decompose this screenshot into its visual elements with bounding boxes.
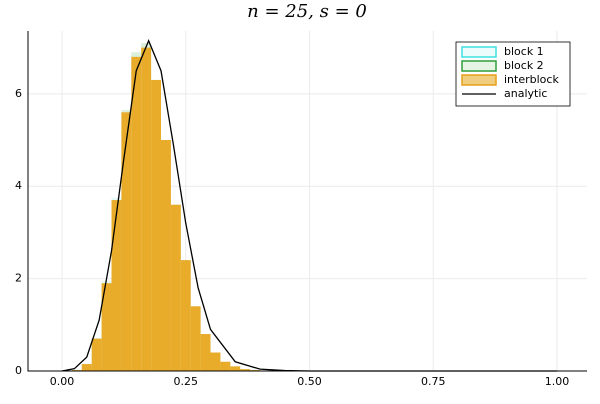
histogram-bar bbox=[151, 80, 161, 371]
legend-swatch bbox=[462, 61, 496, 71]
histogram-bar bbox=[230, 366, 240, 371]
legend-swatch bbox=[462, 47, 496, 57]
y-tick-label: 2 bbox=[15, 272, 22, 285]
legend-label: block 2 bbox=[504, 59, 544, 72]
histogram-bar bbox=[171, 205, 181, 371]
histogram-bar bbox=[161, 140, 171, 371]
histogram-bar bbox=[201, 334, 211, 371]
histogram-bar bbox=[141, 48, 151, 371]
x-tick-label: 1.00 bbox=[545, 375, 570, 388]
histogram-bar bbox=[220, 362, 230, 371]
x-tick-label: 0.00 bbox=[50, 375, 75, 388]
histogram-bar bbox=[112, 200, 122, 371]
histogram-bar bbox=[191, 306, 201, 371]
x-tick-label: 0.75 bbox=[421, 375, 446, 388]
y-tick-label: 0 bbox=[15, 364, 22, 377]
y-tick-label: 6 bbox=[15, 87, 22, 100]
histogram-bar bbox=[82, 364, 92, 371]
histogram-bar bbox=[131, 57, 141, 371]
x-tick-label: 0.25 bbox=[174, 375, 199, 388]
legend-label: interblock bbox=[504, 73, 559, 86]
y-tick-label: 4 bbox=[15, 179, 22, 192]
legend-label: block 1 bbox=[504, 45, 544, 58]
legend-swatch bbox=[462, 75, 496, 85]
chart-title: n = 25, s = 0 bbox=[247, 1, 367, 22]
histogram-bar bbox=[211, 353, 221, 371]
x-tick-label: 0.50 bbox=[297, 375, 322, 388]
histogram-bar bbox=[121, 112, 131, 371]
histogram-bar bbox=[181, 260, 191, 371]
histogram-bar bbox=[92, 339, 102, 371]
legend-label: analytic bbox=[504, 87, 547, 100]
